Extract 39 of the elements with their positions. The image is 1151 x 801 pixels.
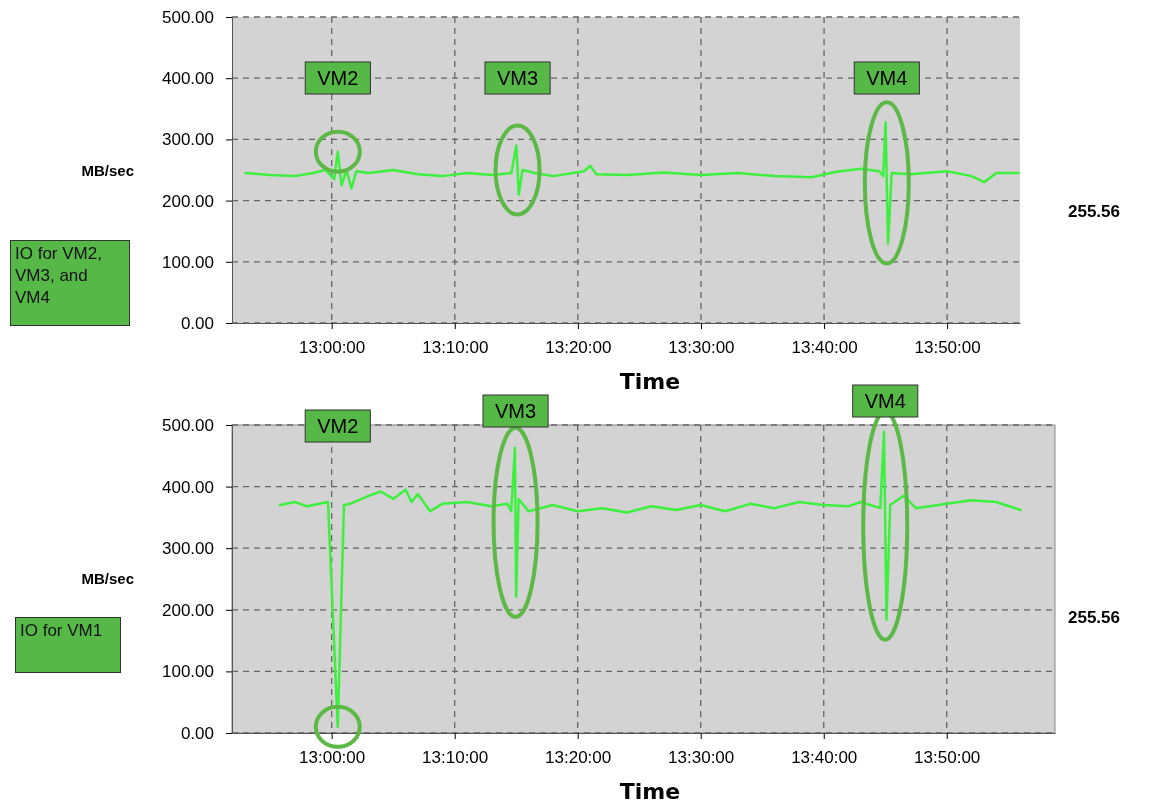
text: VM4 — [864, 390, 906, 412]
y-tick-label: 300.00 — [162, 130, 214, 150]
x-tick-label: 13:20:00 — [545, 748, 612, 768]
text: 255.56 — [1068, 608, 1120, 628]
x-tick-label: 13:30:00 — [668, 748, 735, 768]
annotation: VM4 — [866, 67, 908, 89]
x-axis-title: Time — [619, 369, 681, 394]
y-tick-label: 400.00 — [162, 69, 214, 89]
y-tick-label: 100.00 — [162, 252, 214, 272]
text: IO for VM2, VM3, and VM4 — [10, 240, 130, 326]
text: 255.56 — [1068, 202, 1120, 222]
annotation: VM2 — [317, 415, 359, 437]
text: IO for VM1 — [15, 617, 121, 673]
annotation: VM2 — [317, 67, 359, 89]
x-tick-label: 13:10:00 — [422, 338, 489, 358]
y-tick-label: 0.00 — [180, 313, 214, 333]
y-tick-label: 200.00 — [162, 191, 214, 211]
text: VM3 — [494, 400, 537, 422]
x-tick-label: 13:00:00 — [299, 748, 366, 768]
y-tick-label: 500.00 — [162, 415, 214, 435]
y-tick-label: 300.00 — [162, 539, 214, 559]
y-tick-label: 0.00 — [180, 723, 214, 743]
x-axis-title: Time — [619, 779, 681, 801]
y-tick-label: 400.00 — [162, 477, 214, 497]
x-tick-label: 13:20:00 — [545, 338, 612, 358]
x-tick-label: 13:50:00 — [914, 338, 981, 358]
y-tick-label: 100.00 — [162, 662, 214, 682]
y-tick-label: 200.00 — [162, 600, 214, 620]
x-tick-label: 13:40:00 — [791, 748, 858, 768]
annotation: VM3 — [496, 67, 539, 89]
x-tick-label: 13:00:00 — [299, 338, 366, 358]
y-axis-title: MB/sec — [81, 570, 134, 587]
line-series — [244, 121, 1020, 245]
x-tick-label: 13:30:00 — [668, 338, 735, 358]
x-tick-label: 13:40:00 — [791, 338, 858, 358]
y-axis-title: MB/sec — [81, 162, 134, 179]
y-tick-label: 500.00 — [162, 7, 214, 27]
x-tick-label: 13:50:00 — [914, 748, 981, 768]
x-tick-label: 13:10:00 — [422, 748, 489, 768]
